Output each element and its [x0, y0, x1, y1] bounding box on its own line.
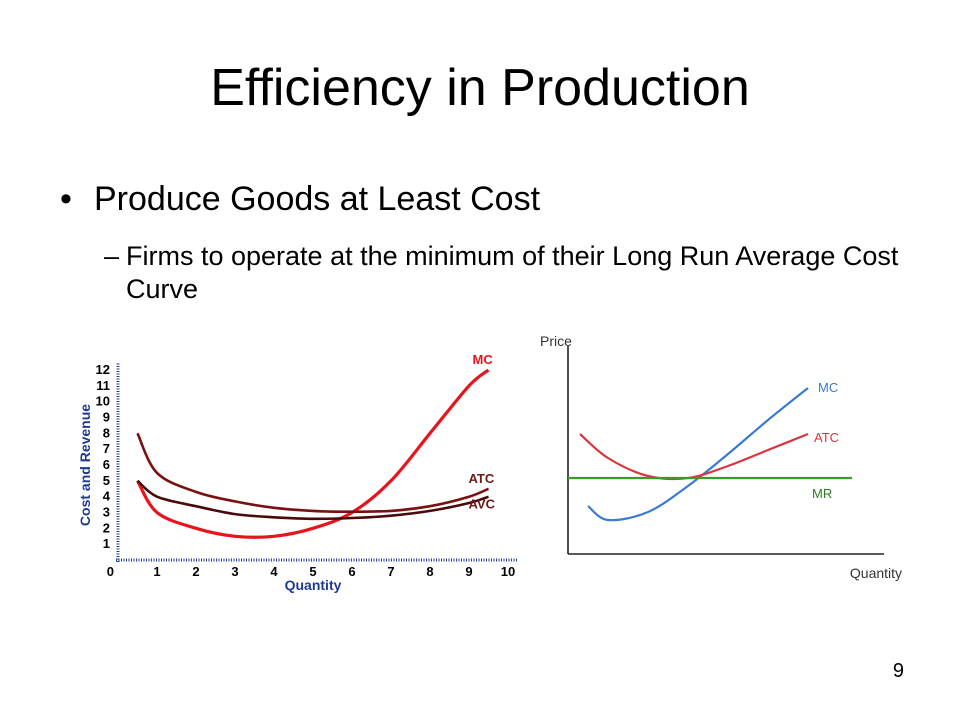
sub-bullet-dash: –	[104, 241, 120, 271]
x-tick-label: 3	[231, 564, 238, 579]
series-line-mc	[587, 387, 809, 522]
y-tick-label: 4	[103, 489, 111, 504]
series-line-atc	[136, 432, 490, 514]
series-label-mc: MC	[818, 380, 838, 395]
y-tick-label: 6	[103, 457, 110, 472]
y-tick-label: 1	[103, 536, 110, 551]
y-tick-label: 3	[103, 505, 110, 520]
series-label-atc: ATC	[469, 471, 495, 486]
x-axis-label: Quantity	[850, 565, 902, 581]
series-line-atc	[579, 432, 809, 481]
series-label-avc: AVC	[469, 497, 496, 512]
y-tick-label: 2	[103, 520, 110, 535]
x-axis-label: Quantity	[285, 577, 342, 593]
y-axis-label: Price	[540, 333, 572, 349]
y-tick-label: 9	[103, 410, 110, 425]
bullet-text: Produce Goods at Least Cost	[94, 180, 541, 218]
y-tick-label: 12	[96, 362, 110, 377]
x-tick-label: 5	[309, 564, 316, 579]
y-tick-label: 11	[96, 378, 110, 393]
sub-bullet: – Firms to operate at the minimum of the…	[104, 240, 904, 306]
series-line-mc	[136, 368, 490, 539]
x-tick-label: 9	[465, 564, 472, 579]
x-tick-label: 1	[153, 564, 160, 579]
main-bullet: • Produce Goods at Least Cost	[60, 178, 540, 220]
series-label-mr: MR	[812, 486, 832, 501]
x-tick-label: 6	[348, 564, 355, 579]
bullet-marker: •	[60, 180, 72, 218]
x-tick-label: 10	[501, 564, 515, 579]
y-axis-label: Cost and Revenue	[77, 404, 93, 526]
series-line-avc	[136, 479, 489, 521]
slide-number: 9	[892, 660, 904, 682]
x-tick-label: 7	[387, 564, 394, 579]
y-tick-label: 8	[103, 425, 110, 440]
series-label-atc: ATC	[814, 430, 839, 445]
y-tick-label: 5	[103, 473, 110, 488]
series-label-mc: MC	[473, 352, 494, 367]
x-tick-label: 0	[107, 564, 114, 579]
y-tick-label: 7	[103, 441, 110, 456]
x-tick-label: 8	[426, 564, 433, 579]
sub-bullet-text: Firms to operate at the minimum of their…	[126, 241, 899, 304]
x-tick-label: 4	[270, 564, 278, 579]
x-tick-label: 2	[192, 564, 199, 579]
slide-title: Efficiency in Production	[210, 59, 750, 117]
y-tick-label: 10	[96, 394, 110, 409]
price-quantity-chart: Price Quantity MC ATC MR	[540, 333, 902, 581]
